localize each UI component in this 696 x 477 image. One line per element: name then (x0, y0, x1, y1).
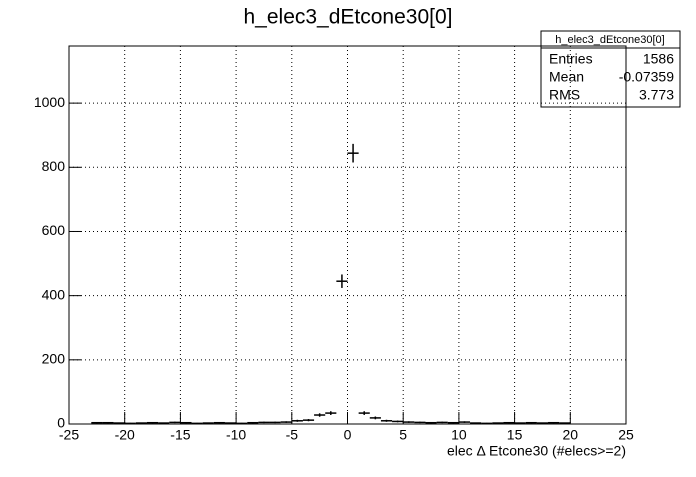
stats-frame (540, 30, 681, 108)
y-tick-label: 0 (57, 415, 65, 431)
x-tick-label: 10 (451, 427, 467, 443)
x-tick-label: 20 (563, 427, 579, 443)
x-tick-label: -5 (286, 427, 299, 443)
stats-label: RMS (549, 87, 580, 103)
chart-title: h_elec3_dEtcone30[0] (243, 6, 452, 29)
x-tick-label: -25 (59, 427, 79, 443)
stats-value: 1586 (643, 51, 674, 67)
x-axis-label: elec Δ Etcone30 (#elecs>=2) (447, 443, 626, 459)
y-tick-label: 600 (42, 222, 66, 238)
x-tick-label: 25 (618, 427, 634, 443)
y-tick-label: 800 (42, 158, 66, 174)
stats-value: -0.07359 (619, 69, 674, 85)
x-tick-label: -15 (170, 427, 190, 443)
x-tick-label: 0 (344, 427, 352, 443)
stats-label: Entries (549, 51, 593, 67)
stats-label: Mean (549, 69, 584, 85)
stats-title: h_elec3_dEtcone30[0] (555, 34, 664, 46)
x-tick-label: 15 (507, 427, 523, 443)
stats-value: 3.773 (639, 87, 674, 103)
stats-box: h_elec3_dEtcone30[0] (540, 30, 681, 108)
x-tick-label: -20 (115, 427, 135, 443)
x-tick-label: -10 (226, 427, 246, 443)
y-tick-label: 400 (42, 286, 66, 302)
x-tick-label: 5 (399, 427, 407, 443)
y-tick-label: 1000 (34, 94, 65, 110)
y-tick-label: 200 (42, 351, 66, 367)
plot-frame (68, 45, 627, 425)
